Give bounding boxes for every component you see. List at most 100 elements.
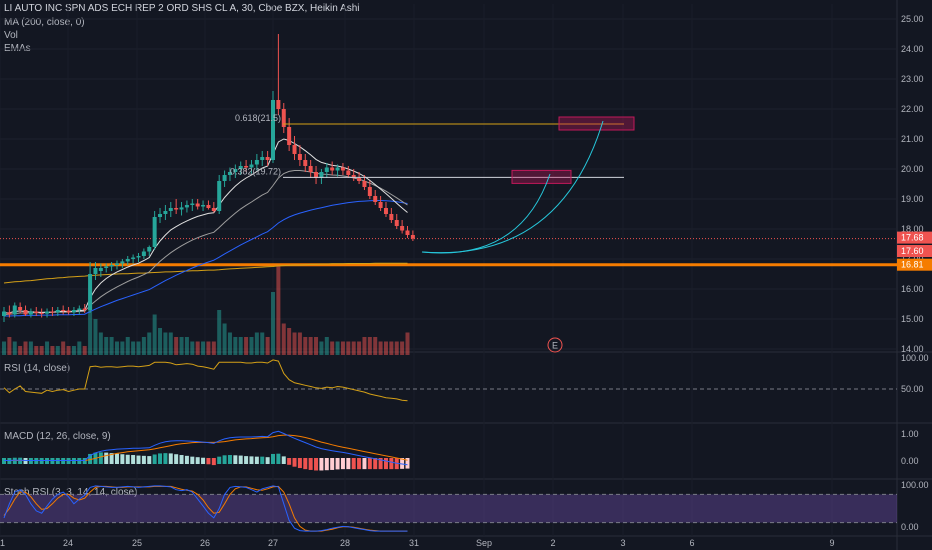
stoch-k-line bbox=[3, 485, 408, 532]
macd-histogram-bar bbox=[260, 456, 265, 464]
macd-histogram-bar bbox=[244, 456, 249, 464]
macd-histogram-bar bbox=[405, 458, 410, 469]
macd-tick: 0.00 bbox=[901, 456, 919, 466]
candle-body bbox=[195, 203, 200, 207]
volume-bar bbox=[281, 323, 286, 355]
time-tick-label: Sep bbox=[476, 538, 492, 548]
volume-bar bbox=[190, 341, 195, 355]
volume-bar bbox=[45, 341, 50, 355]
volume-bar bbox=[378, 341, 383, 355]
macd-pane-label[interactable]: MACD (12, 26, close, 9) bbox=[4, 431, 111, 442]
candle-body bbox=[114, 263, 119, 265]
macd-histogram-bar bbox=[297, 458, 302, 469]
volume-bar bbox=[233, 337, 238, 355]
macd-histogram-bar bbox=[287, 458, 292, 465]
candle-body bbox=[190, 203, 195, 205]
stoch-pane-label[interactable]: Stoch RSI (3, 3, 14, 14, close) bbox=[4, 487, 138, 498]
macd-histogram-bar bbox=[340, 458, 345, 470]
volume-bar bbox=[254, 332, 259, 355]
ma-indicator-label[interactable]: MA (200, close, 0) bbox=[4, 17, 85, 28]
volume-bar bbox=[12, 341, 17, 355]
candle-body bbox=[163, 211, 168, 214]
rsi-pane-label[interactable]: RSI (14, close) bbox=[4, 363, 71, 374]
earnings-marker bbox=[547, 337, 563, 353]
macd-histogram-bar bbox=[114, 453, 119, 464]
macd-histogram-bar bbox=[136, 455, 141, 464]
candle-body bbox=[292, 145, 297, 154]
candle-body bbox=[244, 166, 249, 168]
candle-body bbox=[335, 167, 340, 171]
candle-body bbox=[147, 247, 152, 252]
volume-bar bbox=[308, 337, 313, 355]
volume-bar bbox=[114, 341, 119, 355]
volume-bar bbox=[2, 341, 6, 355]
candle-body bbox=[265, 157, 270, 160]
macd-histogram-bar bbox=[346, 458, 351, 470]
candle-body bbox=[389, 214, 394, 220]
candle-body bbox=[249, 164, 254, 168]
vol-indicator-label[interactable]: Vol bbox=[4, 30, 18, 41]
price-tick-label: 24.00 bbox=[901, 44, 924, 54]
volume-bar bbox=[227, 332, 232, 355]
time-tick-label: 1 bbox=[0, 538, 5, 548]
volume-bar bbox=[152, 314, 157, 355]
rsi-line bbox=[3, 359, 408, 402]
candle-body bbox=[314, 172, 319, 178]
candle-body bbox=[82, 308, 87, 310]
macd-signal-line bbox=[4, 434, 408, 461]
time-tick-label: 26 bbox=[200, 538, 210, 548]
candle-body bbox=[152, 217, 157, 247]
candle-body bbox=[109, 265, 114, 267]
macd-histogram-bar bbox=[201, 457, 206, 464]
candle-body bbox=[303, 160, 308, 166]
time-tick-label: 3 bbox=[620, 538, 625, 548]
macd-histogram-bar bbox=[131, 455, 136, 464]
candle-body bbox=[394, 220, 399, 226]
volume-bar bbox=[383, 341, 388, 355]
candle-body bbox=[50, 311, 55, 313]
volume-bar bbox=[217, 310, 222, 355]
volume-bar bbox=[136, 341, 141, 355]
candle-body bbox=[346, 170, 351, 175]
candle-body bbox=[66, 310, 71, 313]
volume-bar bbox=[351, 341, 356, 355]
volume-bar bbox=[50, 346, 55, 355]
macd-histogram-bar bbox=[120, 454, 125, 464]
volume-bar bbox=[109, 337, 114, 355]
macd-histogram-bar bbox=[357, 458, 362, 470]
volume-bar bbox=[184, 337, 189, 355]
ema-long-line bbox=[4, 200, 408, 317]
price-tag-label: 16.81 bbox=[901, 260, 924, 270]
candle-body bbox=[222, 175, 227, 181]
volume-bar bbox=[297, 332, 302, 355]
time-tick-label: 2 bbox=[550, 538, 555, 548]
macd-histogram-bar bbox=[265, 457, 270, 464]
stoch-tick: 100.00 bbox=[901, 480, 929, 490]
price-tick-label: 14.00 bbox=[901, 344, 924, 354]
macd-histogram-bar bbox=[362, 458, 367, 470]
price-tick-label: 21.00 bbox=[901, 134, 924, 144]
macd-histogram-bar bbox=[335, 458, 340, 470]
macd-histogram-bar bbox=[104, 452, 109, 464]
candle-body bbox=[383, 208, 388, 214]
volume-bar bbox=[66, 346, 71, 355]
macd-histogram-bar bbox=[141, 455, 146, 464]
time-tick-label: 27 bbox=[268, 538, 278, 548]
candle-body bbox=[12, 305, 17, 315]
price-tick-label: 16.00 bbox=[901, 284, 924, 294]
price-tick-label: 15.00 bbox=[901, 314, 924, 324]
candle-body bbox=[357, 178, 362, 181]
volume-bar bbox=[303, 337, 308, 355]
volume-bar bbox=[131, 341, 136, 355]
candle-body bbox=[179, 207, 184, 210]
volume-bar bbox=[367, 337, 372, 355]
volume-bar bbox=[276, 265, 281, 355]
ema-slow-line bbox=[3, 170, 408, 315]
volume-bar bbox=[211, 341, 216, 355]
earnings-label: E bbox=[552, 341, 558, 351]
macd-histogram-bar bbox=[367, 458, 372, 470]
candle-body bbox=[55, 310, 60, 313]
macd-histogram-bar bbox=[308, 458, 313, 470]
candle-body bbox=[39, 313, 44, 314]
